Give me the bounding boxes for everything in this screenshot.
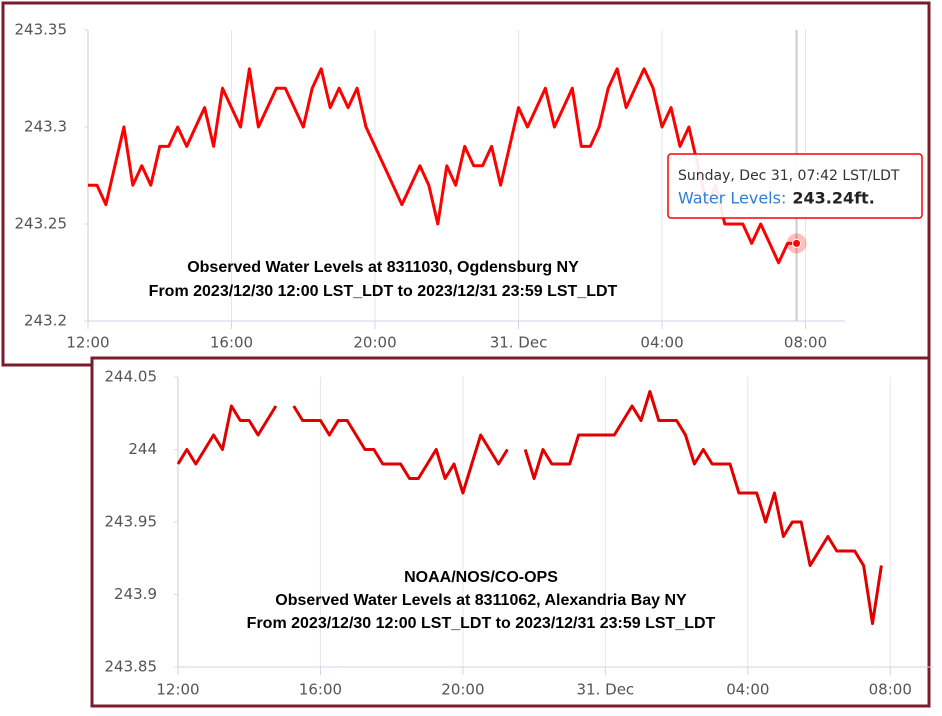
- annotation: NOAA/NOS/CO-OPS: [404, 569, 558, 586]
- tooltip-value: 243.24ft.: [792, 189, 874, 208]
- x-tick-label: 08:00: [784, 334, 827, 352]
- y-tick-label: 244.05: [105, 368, 158, 386]
- y-tick-label: 243.3: [24, 118, 67, 136]
- y-tick-label: 243.35: [15, 21, 68, 39]
- annotation: From 2023/12/30 12:00 LST_LDT to 2023/12…: [247, 615, 716, 632]
- hover-point: [792, 238, 802, 248]
- x-tick-label: 12:00: [66, 334, 109, 352]
- annotation: From 2023/12/30 12:00 LST_LDT to 2023/12…: [149, 283, 618, 300]
- y-tick-label: 243.85: [105, 658, 158, 676]
- y-tick-label: 243.2: [24, 312, 67, 330]
- annotation: Observed Water Levels at 8311030, Ogdens…: [187, 259, 579, 276]
- data-line: [88, 67, 797, 265]
- chart: 12:00 16:00 20:00 31. Dec 04:00 08:00 243.2 243…: [1, 1, 931, 367]
- tooltip: Sunday, Dec 31, 07:42 LST/LDT Water Level…: [667, 153, 923, 219]
- x-tick-label: 16:00: [210, 334, 253, 352]
- x-tick-label: 31. Dec: [490, 334, 548, 352]
- chart: 12:00 16:00 20:00 31. Dec 04:00 08:00 243.85 24…: [90, 356, 933, 708]
- x-tick-label: 16:00: [299, 681, 342, 699]
- x-tick-label: 20:00: [441, 681, 484, 699]
- y-tick-label: 243.95: [105, 513, 158, 531]
- x-tick-label: 08:00: [869, 681, 912, 699]
- x-tick-label: 12:00: [156, 681, 199, 699]
- tooltip-box: [667, 153, 923, 219]
- tooltip-label: Water Levels:: [678, 189, 786, 208]
- x-tick-label: 04:00: [640, 334, 683, 352]
- x-tick-label: 20:00: [353, 334, 396, 352]
- data-line: [176, 390, 883, 625]
- tooltip-title: Sunday, Dec 31, 07:42 LST/LDT: [678, 168, 900, 184]
- y-tick-label: 243.25: [15, 215, 68, 233]
- chart-frame: [90, 356, 931, 708]
- y-tick-label: 244: [128, 440, 157, 458]
- x-tick-label: 04:00: [726, 681, 769, 699]
- y-tick-label: 243.9: [114, 585, 157, 603]
- x-tick-label: 31. Dec: [577, 681, 635, 699]
- annotation: Observed Water Levels at 8311062, Alexan…: [275, 592, 687, 609]
